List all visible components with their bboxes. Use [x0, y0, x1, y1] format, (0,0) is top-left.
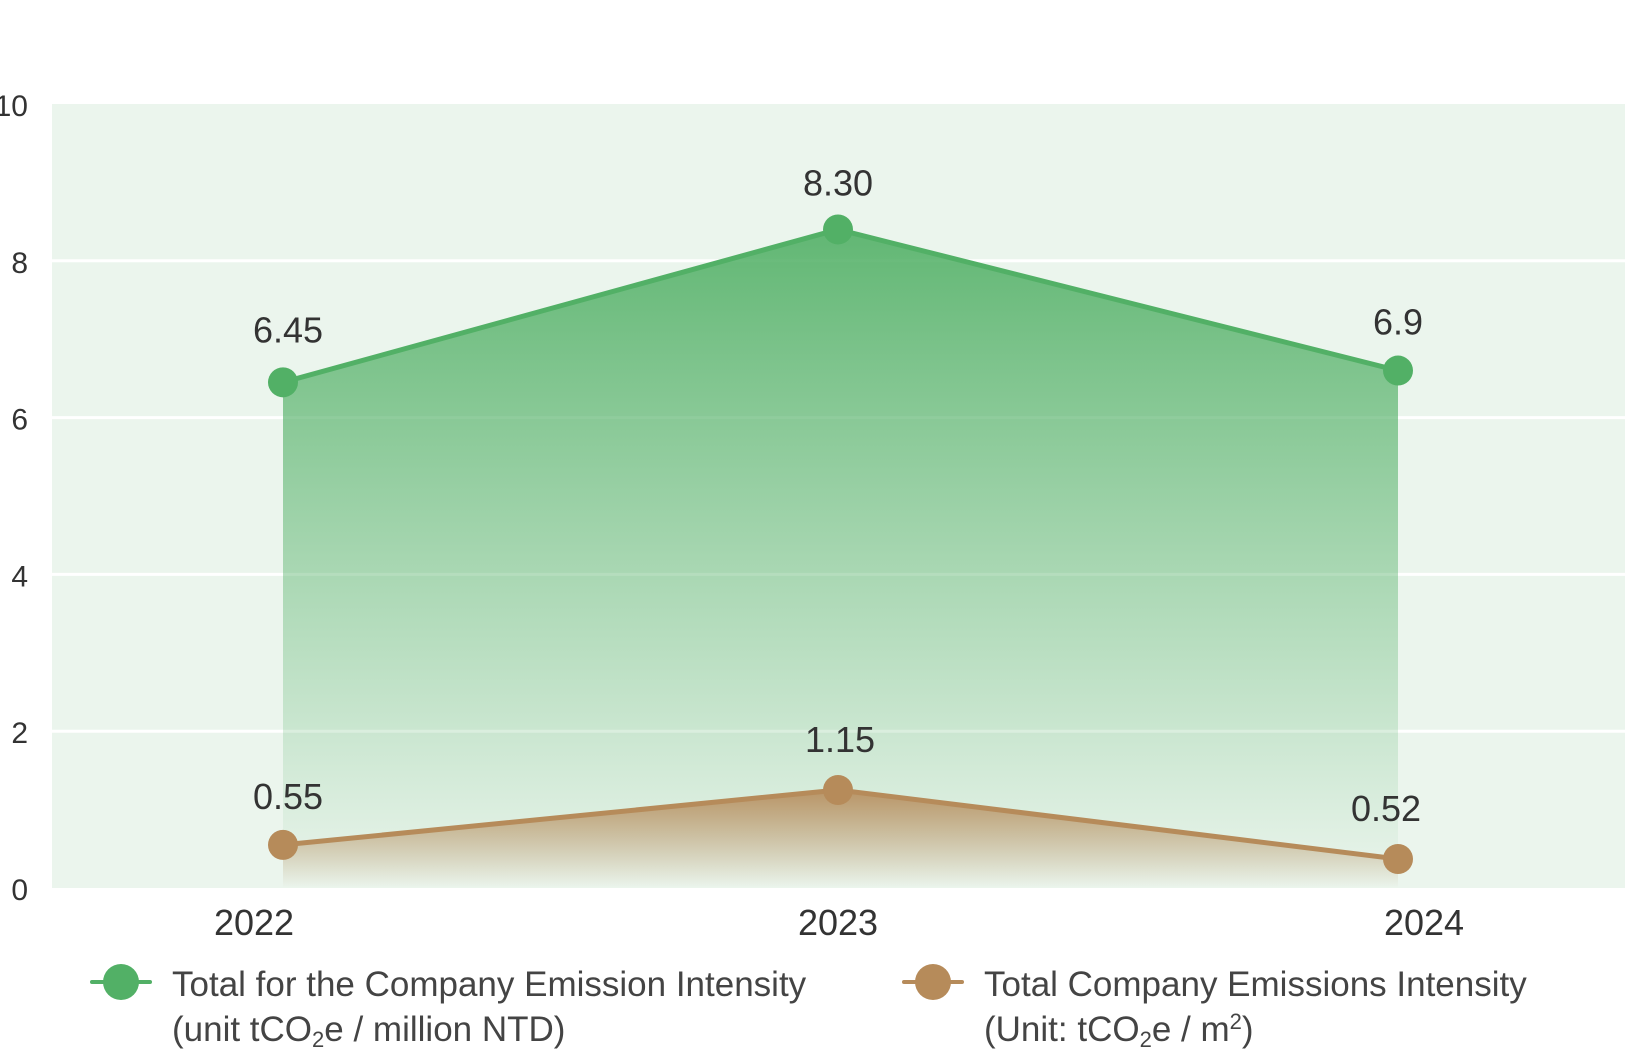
data-point [823, 214, 853, 245]
y-tick-label: 6 [11, 404, 28, 437]
y-tick-label: 2 [11, 717, 28, 750]
emission-intensity-chart: 0 2 4 6 8 10 2022 2023 2024 6.45 8.30 6.9 0.55 1.15… [0, 90, 1625, 943]
y-tick-label: 8 [11, 247, 28, 280]
data-label: 0.55 [253, 776, 323, 817]
legend-item-area-intensity: Total Company Emissions Intensity (Unit:… [902, 962, 1527, 1052]
x-tick-label: 2022 [214, 902, 294, 943]
data-label: 8.30 [803, 162, 873, 203]
series-group: 6.45 8.30 6.9 0.55 1.15 0.52 [253, 162, 1423, 888]
series-0: 6.45 8.30 6.9 [253, 162, 1423, 888]
data-label: 1.15 [805, 719, 875, 760]
legend-marker-brown [902, 964, 964, 1000]
y-tick-label: 4 [11, 560, 28, 593]
data-point [1383, 843, 1413, 874]
y-tick-label: 0 [11, 874, 28, 907]
y-tick-label: 10 [0, 90, 28, 123]
series-area [283, 229, 1398, 888]
data-point [823, 775, 853, 805]
legend-marker-green [90, 964, 152, 1000]
legend-series-name: Total Company Emissions Intensity [984, 965, 1527, 1004]
data-point [268, 829, 298, 860]
x-axis: 2022 2023 2024 [214, 902, 1464, 943]
series-1: 0.55 1.15 0.52 [253, 719, 1421, 888]
x-tick-label: 2023 [798, 902, 878, 943]
data-point [1383, 355, 1413, 386]
legend-series-name: Total for the Company Emission Intensity [172, 965, 807, 1004]
series-area [283, 790, 1398, 888]
legend-series-unit: (Unit: tCO2e / m2) [984, 1009, 1254, 1052]
y-axis: 0 2 4 6 8 10 [0, 90, 28, 907]
legend-item-company-revenue-intensity: Total for the Company Emission Intensity… [90, 962, 806, 1052]
data-label: 6.9 [1373, 302, 1423, 343]
legend-text: Total Company Emissions Intensity (Unit:… [984, 962, 1527, 1052]
data-label: 6.45 [253, 309, 323, 350]
x-tick-label: 2024 [1384, 902, 1464, 943]
data-point [268, 367, 298, 398]
data-label: 0.52 [1351, 788, 1421, 829]
legend-series-unit: (unit tCO2e / million NTD) [172, 1010, 566, 1052]
legend-text: Total for the Company Emission Intensity… [172, 962, 806, 1052]
